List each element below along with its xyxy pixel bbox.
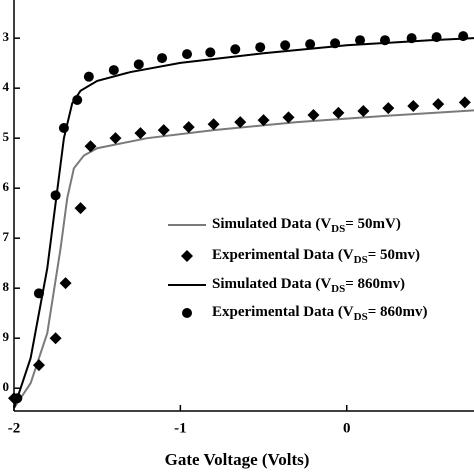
legend-label: Experimental Data (VDS= 50mv) [212, 247, 420, 265]
data-point [307, 109, 320, 122]
data-point [59, 277, 72, 290]
data-point [332, 106, 345, 119]
legend-label: Simulated Data (VDS= 50mV) [212, 216, 401, 234]
data-point [84, 140, 97, 153]
data-point [182, 121, 195, 134]
data-point [207, 118, 220, 131]
data-point [157, 124, 170, 137]
data-point [12, 393, 23, 404]
data-point [83, 71, 94, 82]
data-point [458, 31, 469, 42]
data-point [49, 332, 62, 345]
data-point [109, 132, 122, 145]
legend-label: Simulated Data (VDS= 860mv) [212, 276, 405, 294]
data-point [458, 96, 471, 109]
y-tick-label: 9 [3, 329, 10, 344]
x-tick-label: -1 [174, 420, 187, 436]
data-point [257, 114, 270, 127]
data-point [406, 33, 417, 44]
data-point [305, 39, 316, 50]
y-tick-label: 8 [3, 279, 10, 294]
x-tick-label: -2 [8, 420, 21, 436]
data-point [280, 40, 291, 51]
data-point [133, 59, 144, 70]
legend-marker [182, 308, 192, 318]
data-point [407, 100, 420, 113]
data-point [205, 47, 216, 58]
data-point [134, 127, 147, 140]
data-point [355, 35, 366, 46]
y-tick-label: 3 [3, 29, 10, 44]
y-tick-label: 7 [3, 229, 10, 244]
data-point [157, 53, 168, 64]
data-point [58, 122, 69, 133]
x-axis-label: Gate Voltage (Volts) [165, 450, 310, 469]
data-point [32, 359, 45, 372]
data-point [33, 288, 44, 299]
data-point [230, 44, 241, 55]
series-line [13, 109, 474, 409]
data-point [255, 42, 266, 53]
data-point [357, 104, 370, 117]
y-tick-label: 4 [3, 79, 10, 94]
data-point [432, 98, 445, 111]
y-tick-label: 0 [3, 379, 10, 394]
legend-label: Experimental Data (VDS= 860mv) [212, 304, 428, 322]
y-tick-label: 6 [3, 179, 10, 194]
y-tick-label: 5 [3, 129, 10, 144]
data-point [72, 95, 83, 106]
data-point [282, 111, 295, 124]
data-point [379, 35, 390, 46]
data-point [74, 202, 87, 215]
data-point [50, 190, 61, 201]
data-point [382, 102, 395, 115]
data-point [234, 116, 247, 129]
legend-marker [181, 250, 193, 262]
data-point [330, 38, 341, 49]
data-point [182, 49, 193, 60]
data-point [431, 32, 442, 43]
data-point [108, 65, 119, 76]
x-tick-label: 0 [343, 420, 351, 436]
